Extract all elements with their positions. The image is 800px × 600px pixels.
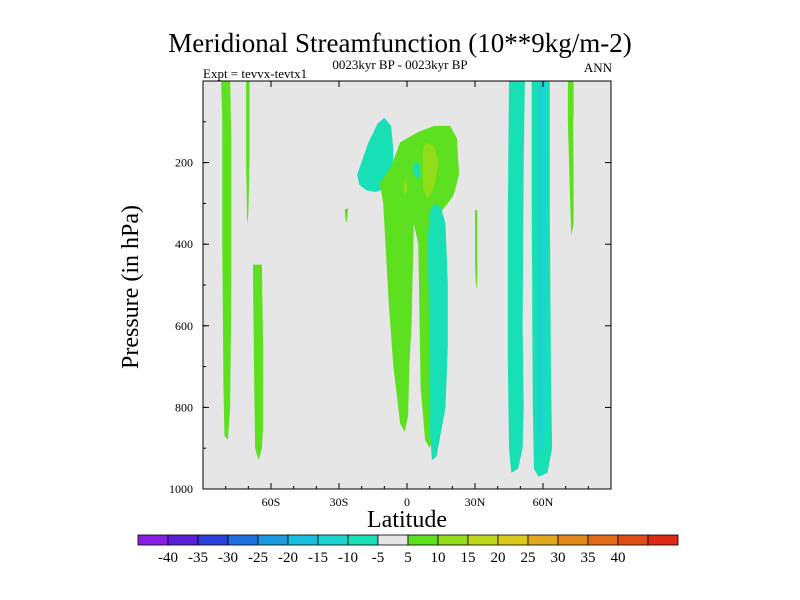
colorbar-swatch [347, 534, 379, 546]
colorbar-label: 10 [431, 550, 446, 566]
colorbar-swatch [557, 534, 589, 546]
contour-region [403, 178, 407, 196]
colorbar-label: -20 [278, 550, 298, 566]
colorbar-label: -25 [248, 550, 268, 566]
contour-region [507, 81, 525, 473]
colorbar-swatch [197, 534, 229, 546]
y-tick-label: 600 [175, 319, 193, 333]
colorbar-swatch [617, 534, 649, 546]
contour-regions [221, 81, 574, 477]
colorbar-label: 30 [551, 550, 566, 566]
contour-region [422, 142, 439, 200]
axes: 60S 30S 0 30N 60N 200 400 600 800 1000 [169, 81, 611, 509]
colorbar-swatch [437, 534, 469, 546]
colorbar-label: -40 [158, 550, 178, 566]
contour-region [357, 117, 394, 192]
colorbar-label: 40 [611, 550, 626, 566]
colorbar-label: 20 [491, 550, 506, 566]
contour-region [569, 81, 574, 122]
colorbar-swatch [257, 534, 289, 546]
colorbar-swatch [527, 534, 559, 546]
colorbar-label: 5 [404, 550, 412, 566]
colorbar-label: 25 [521, 550, 536, 566]
colorbar-swatch [137, 534, 169, 546]
contour-region [475, 209, 478, 290]
y-tick-label: 800 [175, 400, 193, 414]
plot-area [202, 80, 612, 490]
colorbar-swatch [467, 534, 499, 546]
y-axis-label: Pressure (in hPa) [118, 205, 144, 369]
colorbar-swatch [377, 534, 409, 546]
chart-subtitle: 0023kyr BP - 0023kyr BP [332, 57, 468, 72]
colorbar: -40 -35 -30 -25 -20 -15 -10 -5 5 10 15 20 25 30 35 40 [137, 534, 679, 566]
contour-region [221, 81, 232, 440]
experiment-label: Expt = tevvx-tevtx1 [203, 66, 308, 81]
colorbar-label: -30 [218, 550, 238, 566]
colorbar-swatch [647, 534, 679, 546]
contour-region [567, 81, 574, 236]
colorbar-label: -5 [372, 550, 385, 566]
colorbar-label: 35 [581, 550, 596, 566]
colorbar-swatch [497, 534, 529, 546]
colorbar-label: -35 [188, 550, 208, 566]
chart-title: Meridional Streamfunction (10**9kg/m-2) [168, 28, 632, 58]
colorbar-swatch [317, 534, 349, 546]
colorbar-label: -10 [338, 550, 358, 566]
contour-region [344, 208, 349, 222]
colorbar-swatch [587, 534, 619, 546]
colorbar-swatch [287, 534, 319, 546]
x-axis-label: Latitude [367, 507, 447, 533]
y-tick-label: 200 [175, 156, 193, 170]
x-tick-label: 30S [330, 495, 349, 509]
contour-region [413, 162, 421, 179]
contour-region [427, 203, 448, 461]
x-tick-label: 30N [465, 495, 486, 509]
x-tick-label: 0 [404, 495, 410, 509]
contour-region [246, 81, 250, 224]
season-label: ANN [583, 60, 612, 75]
colorbar-label: 15 [461, 550, 476, 566]
contour-region [538, 81, 547, 453]
x-tick-label: 60S [262, 495, 281, 509]
y-tick-label: 400 [175, 237, 193, 251]
x-tick-label: 60N [533, 495, 554, 509]
colorbar-swatch [227, 534, 259, 546]
y-tick-label: 1000 [169, 482, 193, 496]
colorbar-swatch [407, 534, 439, 546]
colorbar-label: -15 [308, 550, 328, 566]
contour-region [252, 264, 264, 461]
colorbar-swatch [167, 534, 199, 546]
